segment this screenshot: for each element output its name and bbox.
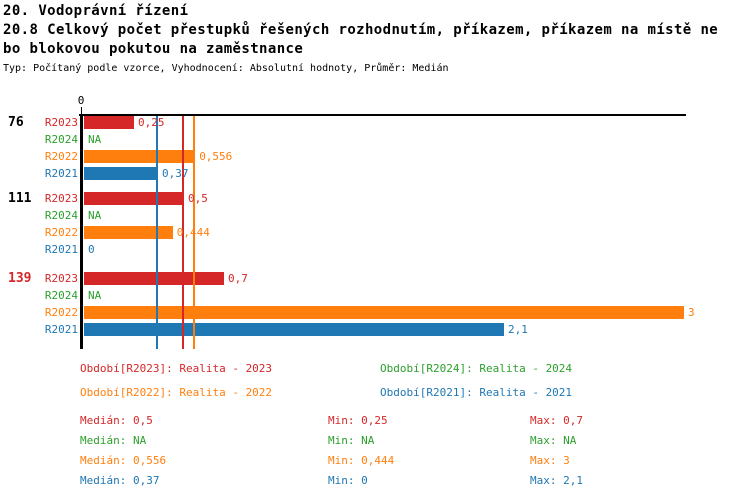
row-label: R2024 bbox=[44, 209, 78, 222]
row-label: R2022 bbox=[44, 226, 78, 239]
bar bbox=[84, 192, 184, 205]
bar-value-label: 0,556 bbox=[199, 150, 233, 163]
stat-median-r2021: Medián: 0,37 bbox=[80, 474, 160, 487]
bar-value-label: 0 bbox=[88, 243, 95, 256]
indicator-title-line1: 20.8 Celkový počet přestupků řešených ro… bbox=[3, 22, 719, 38]
stat-median-r2022: Medián: 0,556 bbox=[80, 454, 167, 467]
bar-value-label: 0,25 bbox=[138, 116, 165, 129]
axis-origin-tick bbox=[81, 107, 82, 114]
bar-value-label: NA bbox=[88, 133, 102, 146]
legend-item-r2024: Období[R2024]: Realita - 2024 bbox=[380, 362, 573, 375]
bar-value-label: 0,444 bbox=[176, 226, 210, 239]
legend-item-r2023: Období[R2023]: Realita - 2023 bbox=[80, 362, 273, 375]
row-label: R2022 bbox=[44, 150, 78, 163]
median-line bbox=[156, 114, 158, 349]
row-label: R2021 bbox=[44, 243, 78, 256]
bar-value-label: 2,1 bbox=[508, 323, 528, 336]
bar bbox=[84, 150, 196, 163]
row-label: R2021 bbox=[44, 167, 78, 180]
row-label: R2021 bbox=[44, 323, 78, 336]
stat-median-r2024: Medián: NA bbox=[80, 434, 147, 447]
stat-max-r2024: Max: NA bbox=[530, 434, 577, 447]
row-label: R2024 bbox=[44, 289, 78, 302]
row-label: R2024 bbox=[44, 133, 78, 146]
bar-value-label: 3 bbox=[688, 306, 695, 319]
axis-origin-label: 0 bbox=[77, 94, 85, 107]
bar bbox=[84, 323, 504, 336]
row-label: R2023 bbox=[44, 192, 78, 205]
group-label: 111 bbox=[8, 191, 32, 206]
legend-item-r2022: Období[R2022]: Realita - 2022 bbox=[80, 386, 273, 399]
group-label: 76 bbox=[8, 115, 24, 130]
bar bbox=[84, 226, 173, 239]
stat-max-r2023: Max: 0,7 bbox=[530, 414, 583, 427]
row-label: R2023 bbox=[44, 116, 78, 129]
row-label: R2023 bbox=[44, 272, 78, 285]
bar bbox=[84, 167, 158, 180]
stat-max-r2022: Max: 3 bbox=[530, 454, 570, 467]
bar bbox=[84, 272, 224, 285]
report-section-title: 20. Vodoprávní řízení bbox=[3, 3, 189, 19]
x-axis-line bbox=[79, 114, 686, 116]
bar-value-label: 0,5 bbox=[188, 192, 208, 205]
legend-item-r2021: Období[R2021]: Realita - 2021 bbox=[380, 386, 573, 399]
y-axis-line bbox=[80, 114, 83, 349]
stat-max-r2021: Max: 2,1 bbox=[530, 474, 583, 487]
bar-value-label: 0,7 bbox=[228, 272, 248, 285]
indicator-meta-line: Typ: Počítaný podle vzorce, Vyhodnocení:… bbox=[3, 63, 449, 74]
stat-min-r2021: Min: 0 bbox=[328, 474, 368, 487]
bar-value-label: NA bbox=[88, 209, 102, 222]
stat-min-r2023: Min: 0,25 bbox=[328, 414, 388, 427]
stat-median-r2023: Medián: 0,5 bbox=[80, 414, 153, 427]
bar bbox=[84, 116, 134, 129]
stat-min-r2022: Min: 0,444 bbox=[328, 454, 395, 467]
group-label: 139 bbox=[8, 271, 32, 286]
stat-min-r2024: Min: NA bbox=[328, 434, 375, 447]
bar-value-label: 0,37 bbox=[162, 167, 189, 180]
bar bbox=[84, 306, 684, 319]
median-line bbox=[182, 114, 184, 349]
row-label: R2022 bbox=[44, 306, 78, 319]
indicator-title-line2: bo blokovou pokutou na zaměstnance bbox=[3, 41, 304, 57]
median-line bbox=[193, 114, 195, 349]
bar-value-label: NA bbox=[88, 289, 102, 302]
